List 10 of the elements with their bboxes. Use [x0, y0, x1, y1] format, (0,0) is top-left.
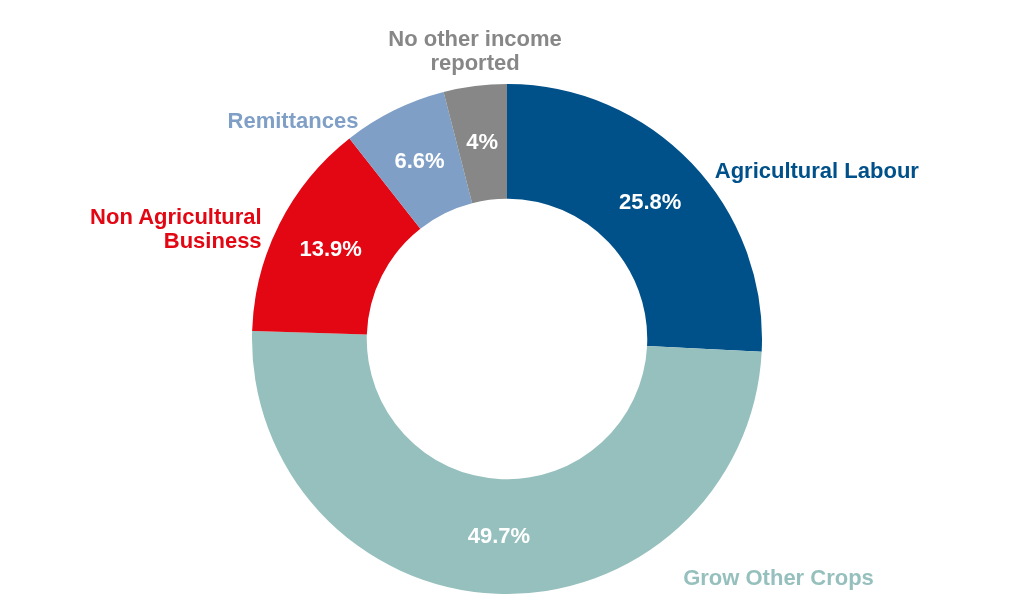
- data-label: 49.7%: [467, 522, 531, 548]
- data-label: 4%: [466, 129, 499, 154]
- slice-label: Remittances: [227, 107, 359, 133]
- data-label: 6.6%: [394, 147, 445, 173]
- data-label: 13.9%: [299, 235, 362, 261]
- slice-label: Non Agricultural Business: [90, 203, 262, 253]
- slice-label: Grow Other Crops: [683, 565, 874, 591]
- slice-label: No other income reported: [388, 26, 562, 76]
- slice-label: Agricultural Labour: [714, 158, 920, 184]
- data-label: 25.8%: [619, 188, 682, 214]
